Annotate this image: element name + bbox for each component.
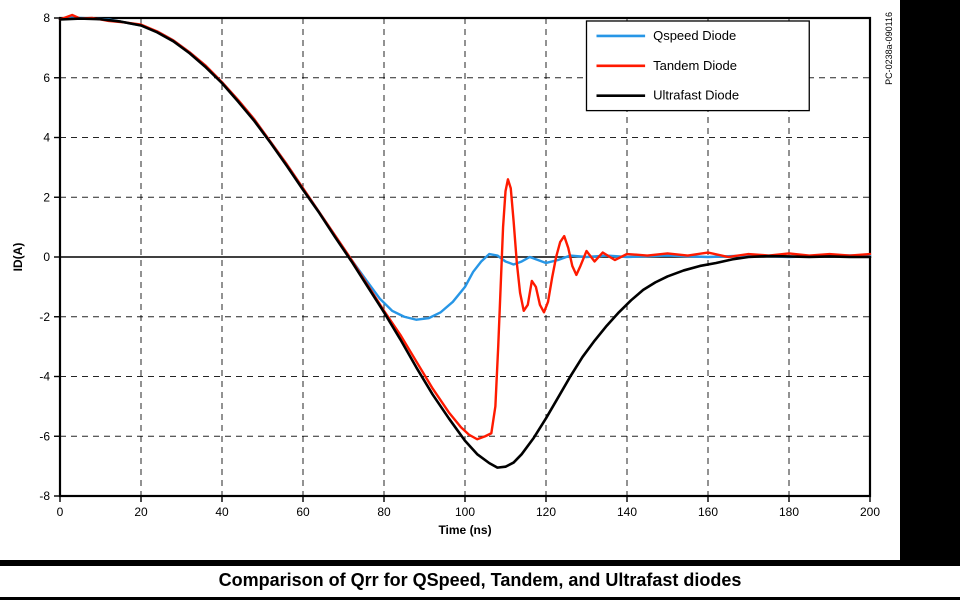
svg-text:140: 140 — [617, 505, 637, 519]
svg-text:8: 8 — [43, 11, 50, 25]
chart-white-area: 020406080100120140160180200Time (ns)-8-6… — [0, 0, 900, 560]
svg-text:2: 2 — [43, 190, 50, 204]
figure-id-label: PC-0238a-090116 — [884, 12, 894, 85]
chart-svg: 020406080100120140160180200Time (ns)-8-6… — [0, 0, 900, 560]
svg-text:Tandem Diode: Tandem Diode — [653, 58, 737, 73]
svg-text:40: 40 — [215, 505, 229, 519]
svg-text:-6: -6 — [39, 429, 50, 443]
svg-text:60: 60 — [296, 505, 310, 519]
svg-text:4: 4 — [43, 131, 50, 145]
svg-text:160: 160 — [698, 505, 718, 519]
svg-text:-2: -2 — [39, 310, 50, 324]
svg-text:Ultrafast Diode: Ultrafast Diode — [653, 88, 739, 103]
svg-text:Time (ns): Time (ns) — [438, 523, 491, 537]
svg-text:-8: -8 — [39, 489, 50, 503]
figure-panel: 020406080100120140160180200Time (ns)-8-6… — [0, 0, 960, 600]
svg-text:20: 20 — [134, 505, 148, 519]
svg-text:6: 6 — [43, 71, 50, 85]
svg-text:0: 0 — [57, 505, 64, 519]
svg-text:100: 100 — [455, 505, 475, 519]
svg-text:200: 200 — [860, 505, 880, 519]
svg-text:80: 80 — [377, 505, 391, 519]
svg-text:180: 180 — [779, 505, 799, 519]
svg-text:ID(A): ID(A) — [11, 243, 25, 272]
svg-text:Qspeed Diode: Qspeed Diode — [653, 28, 736, 43]
caption-text: Comparison of Qrr for QSpeed, Tandem, an… — [219, 570, 742, 590]
svg-text:-4: -4 — [39, 370, 50, 384]
svg-text:120: 120 — [536, 505, 556, 519]
figure-caption: Comparison of Qrr for QSpeed, Tandem, an… — [0, 566, 960, 597]
svg-text:0: 0 — [43, 250, 50, 264]
